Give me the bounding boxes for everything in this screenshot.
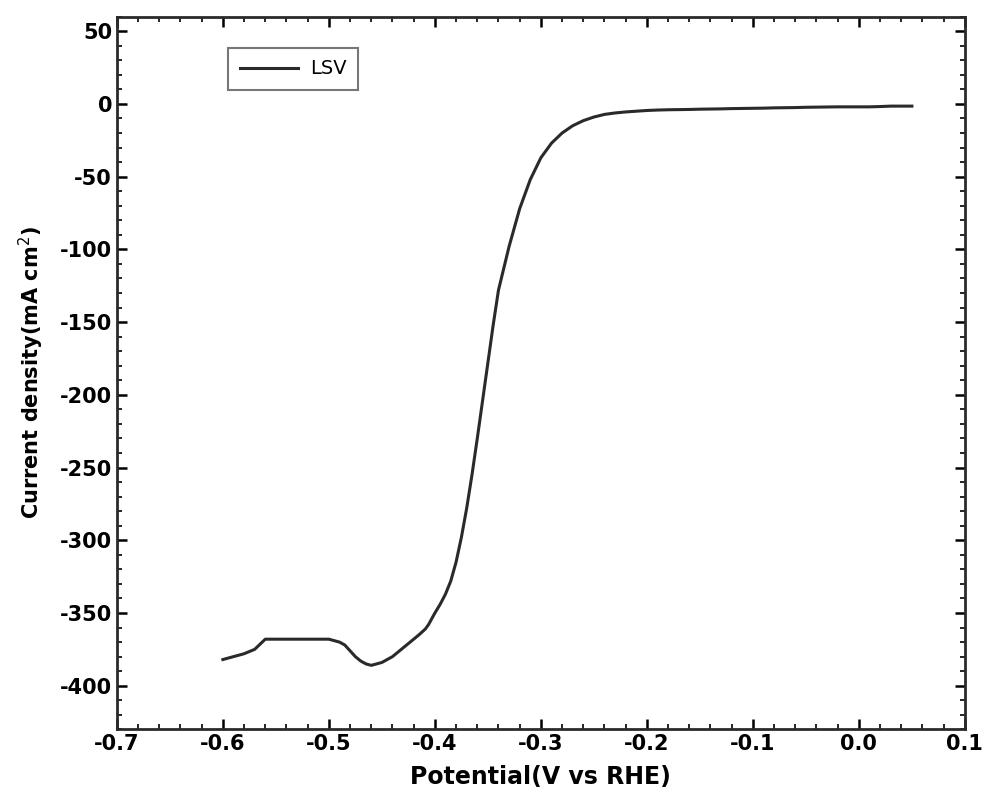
LSV <box>376 658 388 667</box>
LSV <box>349 652 361 662</box>
X-axis label: Potential(V vs RHE): Potential(V vs RHE) <box>410 766 671 789</box>
LSV <box>217 654 229 664</box>
Line: LSV: LSV <box>223 106 912 666</box>
LSV <box>906 102 918 111</box>
Y-axis label: Current density(mA cm$^{2}$): Current density(mA cm$^{2}$) <box>17 226 46 519</box>
LSV <box>853 102 865 112</box>
LSV <box>365 661 377 671</box>
LSV <box>482 358 494 368</box>
LSV <box>514 204 526 214</box>
LSV <box>895 102 907 111</box>
Legend: LSV: LSV <box>228 48 358 90</box>
